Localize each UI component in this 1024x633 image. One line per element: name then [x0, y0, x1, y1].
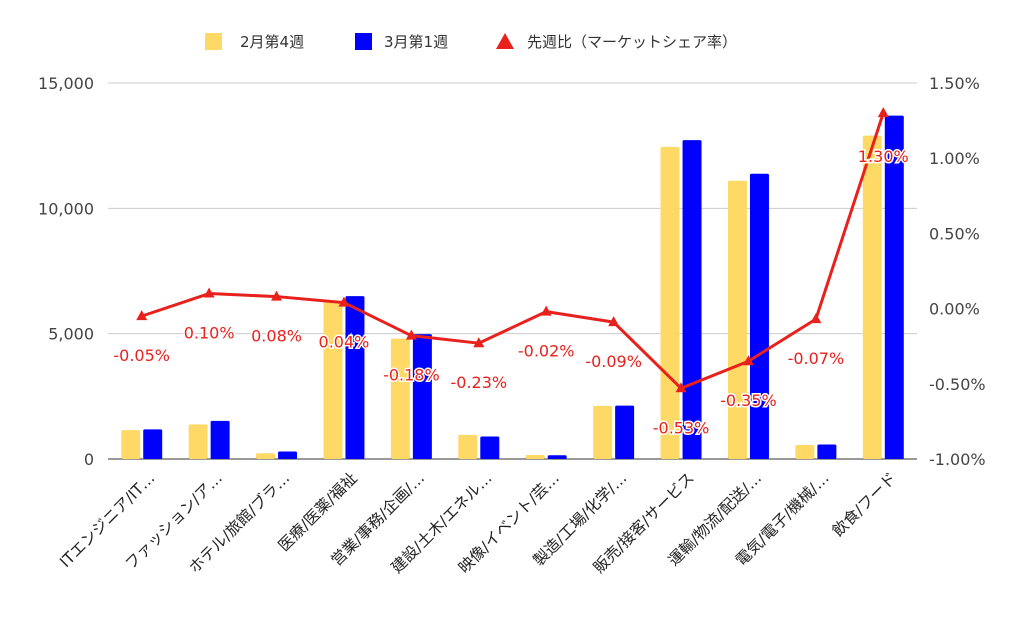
share-change-marker: [338, 296, 350, 307]
y-left-tick-label: 5,000: [48, 325, 94, 344]
bar-mar-week1: [210, 420, 230, 459]
share-change-marker: [608, 316, 620, 327]
bar-feb-week4: [593, 405, 613, 459]
bar-mar-week1: [412, 334, 432, 459]
legend-item-2: 先週比（マーケットシェア率）: [496, 33, 737, 51]
bar-feb-week4: [390, 338, 410, 459]
share-change-data-label: -0.05%: [113, 346, 170, 365]
gridlines: [108, 82, 917, 460]
share-change-data-label: 0.08%: [251, 327, 302, 346]
y-left-tick-label: 0: [84, 450, 94, 469]
share-change-data-label: -0.23%: [450, 373, 507, 392]
y-right-tick-label: 1.50%: [929, 74, 980, 93]
bar-mar-week1: [143, 429, 163, 459]
share-change-data-label: -0.53%: [653, 418, 710, 437]
bar-feb-week4: [795, 444, 815, 459]
y-left-tick-label: 15,000: [38, 74, 94, 93]
y-axis-left: 0 5,000 10,000 15,000: [38, 74, 94, 469]
share-change-data-label: -0.07%: [788, 349, 845, 368]
legend-item-0: 2月第4週: [205, 33, 304, 51]
share-change-data-label: -0.09%: [585, 352, 642, 371]
share-change-line: [141, 112, 885, 390]
share-change-data-label: 0.10%: [184, 324, 235, 343]
y-right-tick-label: -1.00%: [929, 450, 986, 469]
share-change-marker: [473, 337, 485, 348]
legend-triangle-icon: [496, 33, 514, 49]
y-right-tick-label: 0.00%: [929, 300, 980, 319]
share-change-data-label: -0.18%: [383, 366, 440, 385]
legend-item-1: 3月第1週: [355, 33, 448, 51]
share-change-marker: [742, 355, 754, 366]
share-change-data-label: 0.04%: [319, 333, 370, 352]
y-right-tick-label: 0.50%: [929, 224, 980, 243]
share-change-marker: [203, 287, 215, 298]
share-change-data-label: 1.30%: [858, 147, 909, 166]
y-right-tick-label: 1.00%: [929, 149, 980, 168]
bar-feb-week4: [862, 135, 882, 459]
x-category-label: 飲食/フード: [829, 469, 900, 540]
share-change-data-label: -0.35%: [720, 391, 777, 410]
bar-mar-week1: [547, 455, 567, 459]
legend-label-2: 先週比（マーケットシェア率）: [527, 33, 737, 51]
legend-label-1: 3月第1週: [384, 33, 448, 51]
share-change-marker: [540, 305, 552, 316]
share-change-marker: [405, 329, 417, 340]
legend: 2月第4週 3月第1週 先週比（マーケットシェア率）: [205, 33, 737, 51]
bar-feb-week4: [256, 453, 276, 459]
legend-swatch-1: [355, 33, 372, 50]
bar-mar-week1: [749, 173, 769, 459]
line-series: -0.05%0.10% 0.08% 0.04%-0.18% -0.23%-0.02%-…: [112, 107, 910, 439]
bar-feb-week4: [323, 301, 343, 459]
bar-feb-week4: [188, 424, 208, 459]
y-right-tick-label: -0.50%: [929, 375, 986, 394]
share-change-marker: [675, 382, 687, 393]
share-change-marker: [136, 310, 148, 321]
legend-label-0: 2月第4週: [240, 33, 304, 51]
bar-feb-week4: [660, 146, 680, 460]
legend-swatch-0: [205, 33, 222, 50]
bar-series: [121, 115, 904, 460]
bar-feb-week4: [727, 180, 747, 459]
bar-mar-week1: [615, 405, 635, 459]
x-axis-labels: ITエンジニア/IT…ファッション/ア…ホテル/旅館/ブラ…医療/医薬/福祉営業…: [56, 468, 900, 577]
share-change-data-label: -0.02%: [518, 342, 575, 361]
bar-mar-week1: [345, 296, 365, 459]
bar-mar-week1: [817, 444, 837, 459]
bar-feb-week4: [458, 434, 478, 459]
bar-mar-week1: [682, 140, 702, 460]
bar-feb-week4: [121, 430, 141, 459]
y-axis-right: -1.00% -0.50% 0.00% 0.50% 1.00% 1.50%: [929, 74, 986, 469]
bar-mar-week1: [884, 115, 904, 459]
share-change-marker: [877, 107, 889, 118]
bar-feb-week4: [525, 454, 545, 459]
share-change-marker: [271, 290, 283, 301]
bar-mar-week1: [480, 436, 500, 459]
bar-mar-week1: [278, 451, 298, 459]
share-change-marker: [810, 313, 822, 324]
y-left-tick-label: 10,000: [38, 199, 94, 218]
